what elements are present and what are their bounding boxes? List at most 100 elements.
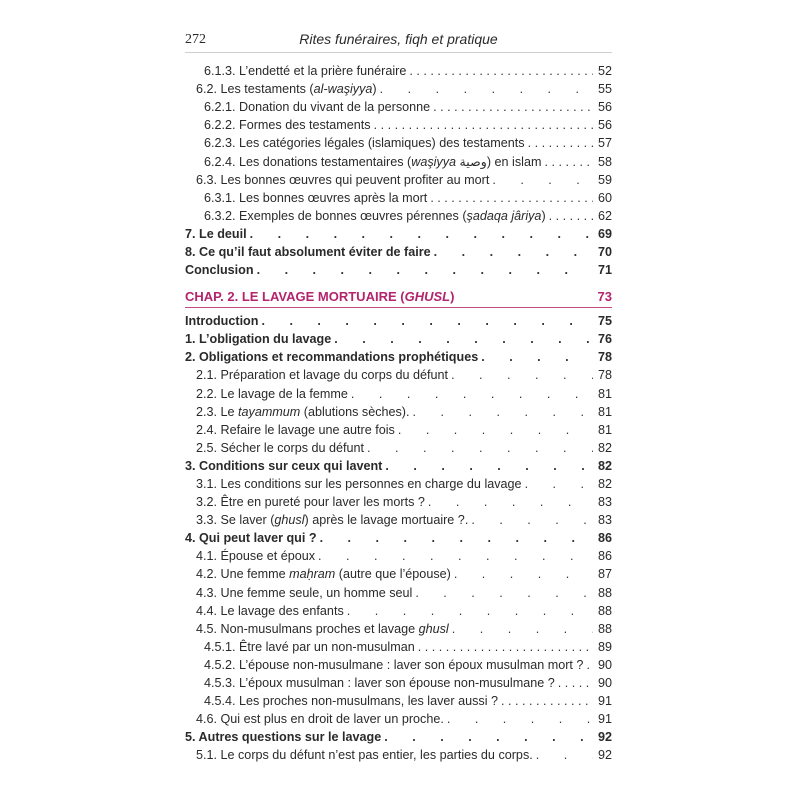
dot-leader (318, 549, 593, 563)
toc-entry-page: 57 (597, 136, 612, 151)
toc-entry-title: 4.6. Qui est plus en droit de laver un p… (196, 712, 444, 727)
toc-entry-title: Conclusion (185, 263, 254, 278)
toc-entry-title: 3.1. Les conditions sur les personnes en… (196, 476, 522, 491)
toc-entry[interactable]: 3.2. Être en pureté pour laver les morts… (185, 495, 612, 513)
toc-entry-title: 3.2. Être en pureté pour laver les morts… (196, 495, 425, 510)
toc-entry-title: 4.4. Le lavage des enfants (196, 603, 344, 618)
toc-entry[interactable]: 5.1. Le corps du défunt n’est pas entier… (185, 748, 612, 766)
toc-entry[interactable]: 4.5.1. Être lavé par un non-musulman 89 (185, 640, 612, 658)
toc-entry[interactable]: 2.3. Le tayammum (ablutions sèches). 81 (185, 405, 612, 423)
toc-entry[interactable]: 4. Qui peut laver qui ? 86 (185, 531, 612, 549)
toc-entry[interactable]: 4.5. Non-musulmans proches et lavage ghu… (185, 622, 612, 640)
toc-entry[interactable]: 2.5. Sécher le corps du défunt 82 (185, 441, 612, 459)
toc-entry-title: 4.2. Une femme maḥram (autre que l’épous… (196, 567, 451, 582)
toc-entry[interactable]: 6.3. Les bonnes œuvres qui peuvent profi… (185, 173, 612, 191)
toc-section-before: 6.1.3. L’endetté et la prière funéraire 5… (185, 64, 612, 281)
dot-leader (481, 350, 593, 364)
toc-entry-title: 6.2.4. Les donations testamentaires (waş… (204, 155, 542, 170)
toc-entry-page: 91 (597, 694, 612, 709)
toc-entry[interactable]: 6.1.3. L’endetté et la prière funéraire 5… (185, 64, 612, 82)
toc-entry-page: 78 (597, 350, 612, 365)
toc-entry-title: 4.1. Épouse et époux (196, 549, 316, 564)
toc-entry[interactable]: 2.4. Refaire le lavage une autre fois 81 (185, 423, 612, 441)
dot-leader (398, 423, 593, 437)
toc-entry-title: 4. Qui peut laver qui ? (185, 531, 317, 546)
toc-entry-title: 6.3. Les bonnes œuvres qui peuvent profi… (196, 172, 490, 187)
toc-entry[interactable]: 6.2. Les testaments (al-waşiyya) 55 (185, 82, 612, 100)
toc-entry[interactable]: 2.1. Préparation et lavage du corps du d… (185, 368, 612, 386)
toc-entry[interactable]: 3.3. Se laver (ghusl) après le lavage mo… (185, 513, 612, 531)
toc-entry-page: 87 (597, 567, 612, 582)
dot-leader (320, 531, 593, 545)
toc-entry-title: 2.3. Le tayammum (ablutions sèches). (196, 404, 410, 419)
toc-entry-page: 56 (597, 100, 612, 115)
toc-entry[interactable]: 6.2.2. Formes des testaments 56 (185, 118, 612, 136)
toc-entry[interactable]: 2.2. Le lavage de la femme 81 (185, 387, 612, 405)
dot-leader (257, 263, 593, 277)
toc-entry[interactable]: 4.2. Une femme maḥram (autre que l’épous… (185, 567, 612, 585)
toc-entry[interactable]: 1. L’obligation du lavage 76 (185, 332, 612, 350)
toc-entry-title: 7. Le deuil (185, 226, 247, 241)
toc-entry[interactable]: 6.2.1. Donation du vivant de la personne… (185, 100, 612, 118)
toc-entry-page: 82 (597, 476, 612, 491)
toc-entry[interactable]: 5. Autres questions sur le lavage 92 (185, 730, 612, 748)
toc-entry[interactable]: 4.5.3. L’époux musulman : laver son épou… (185, 676, 612, 694)
dot-leader (367, 441, 593, 455)
dot-leader (413, 405, 594, 419)
toc-entry-title: 8. Ce qu’il faut absolument éviter de fa… (185, 244, 431, 259)
dot-leader (454, 567, 593, 581)
toc-entry-title: 4.3. Une femme seule, un homme seul (196, 585, 413, 600)
dot-leader (409, 64, 593, 78)
toc-entry[interactable]: 4.3. Une femme seule, un homme seul 88 (185, 586, 612, 604)
toc-entry-page: 81 (597, 386, 612, 401)
dot-leader (525, 477, 593, 491)
toc-entry-page: 59 (597, 172, 612, 187)
toc-entry-page: 88 (597, 621, 612, 636)
toc-entry[interactable]: 2. Obligations et recommandations prophé… (185, 350, 612, 368)
chapter-page: 73 (597, 289, 612, 305)
toc-entry-title: 2. Obligations et recommandations prophé… (185, 350, 479, 365)
toc-entry-page: 62 (597, 208, 612, 223)
chapter-heading[interactable]: CHAP. 2. LE LAVAGE MORTUAIRE (GHUSL) 73 (185, 289, 612, 309)
toc-entry[interactable]: 3. Conditions sur ceux qui lavent 82 (185, 459, 612, 477)
toc-entry-title: 4.5. Non-musulmans proches et lavage ghu… (196, 621, 449, 636)
toc-entry-page: 82 (597, 440, 612, 455)
toc-entry-page: 83 (597, 513, 612, 528)
dot-leader (433, 100, 593, 114)
toc-entry[interactable]: 4.4. Le lavage des enfants 88 (185, 604, 612, 622)
toc-entry-title: 5.1. Le corps du défunt n’est pas entier… (196, 748, 533, 763)
toc-entry-page: 60 (597, 190, 612, 205)
toc-entry[interactable]: Introduction 75 (185, 314, 612, 332)
dot-leader (428, 495, 593, 509)
dot-leader (586, 658, 593, 672)
toc-entry[interactable]: 4.1. Épouse et époux 86 (185, 549, 612, 567)
toc-entry-page: 55 (597, 82, 612, 97)
toc-entry-title: 2.1. Préparation et lavage du corps du d… (196, 368, 449, 383)
toc-entry[interactable]: 4.6. Qui est plus en droit de laver un p… (185, 712, 612, 730)
toc-entry[interactable]: 3.1. Les conditions sur les personnes en… (185, 477, 612, 495)
toc-entry[interactable]: Conclusion 71 (185, 263, 612, 281)
toc-section-after: Introduction 75 1. L’obligation du lavage 7… (185, 314, 612, 766)
toc-entry[interactable]: 6.2.4. Les donations testamentaires (waş… (185, 154, 612, 172)
dot-leader (374, 118, 593, 132)
dot-leader (544, 155, 593, 169)
page-number: 272 (185, 32, 206, 47)
toc-entry-title: 2.4. Refaire le lavage une autre fois (196, 422, 395, 437)
toc-entry[interactable]: 4.5.2. L’épouse non-musulmane : laver so… (185, 658, 612, 676)
toc-entry-page: 92 (597, 730, 612, 745)
toc-entry-page: 75 (597, 314, 612, 329)
toc-entry-title: 4.5.3. L’époux musulman : laver son épou… (204, 676, 555, 690)
toc-entry[interactable]: 8. Ce qu’il faut absolument éviter de fa… (185, 245, 612, 263)
dot-leader (351, 387, 593, 401)
chapter-title: CHAP. 2. LE LAVAGE MORTUAIRE (GHUSL) (185, 289, 455, 305)
toc-entry[interactable]: 4.5.4. Les proches non-musulmans, les la… (185, 694, 612, 712)
toc-entry-page: 81 (597, 404, 612, 419)
toc-entry-title: 6.2.1. Donation du vivant de la personne (204, 100, 431, 115)
dot-leader (558, 676, 593, 690)
dot-leader (384, 730, 593, 744)
toc-entry[interactable]: 6.2.3. Les catégories légales (islamique… (185, 136, 612, 154)
toc-entry[interactable]: 7. Le deuil 69 (185, 227, 612, 245)
toc-entry-page: 52 (597, 64, 612, 78)
toc-entry[interactable]: 6.3.1. Les bonnes œuvres après la mort 60 (185, 191, 612, 209)
toc-entry[interactable]: 6.3.2. Exemples de bonnes œuvres pérenne… (185, 209, 612, 227)
